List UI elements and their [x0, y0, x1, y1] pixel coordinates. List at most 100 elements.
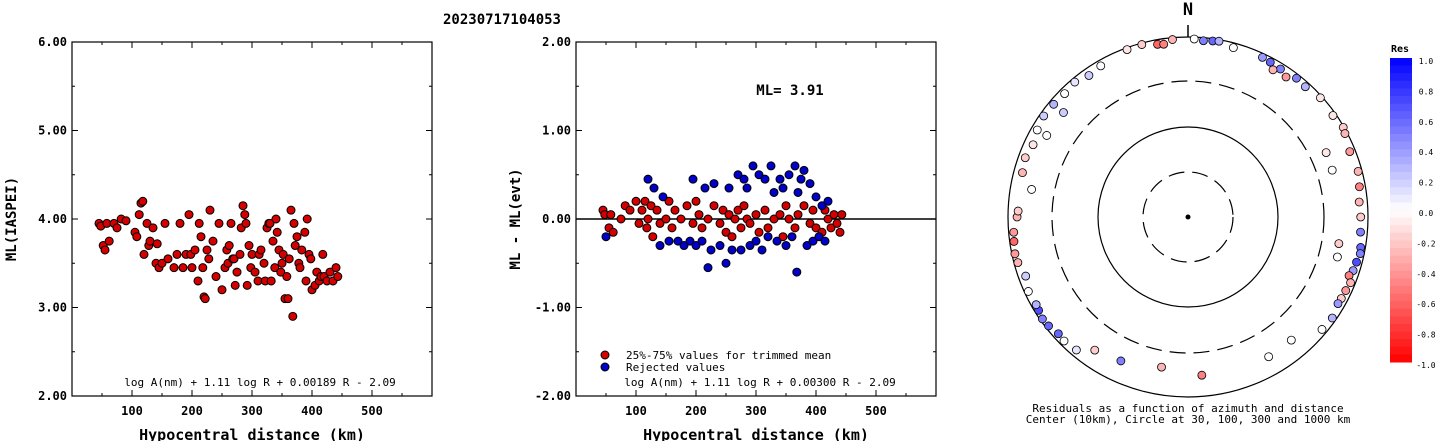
- station-marker: [1009, 227, 1019, 237]
- x-tick-label: 300: [241, 404, 263, 418]
- data-point: [284, 254, 294, 264]
- data-point: [325, 267, 335, 277]
- data-point: [272, 227, 282, 237]
- data-point: [104, 236, 114, 246]
- data-point: [724, 210, 734, 220]
- colorbar-segment: [1390, 80, 1412, 89]
- data-point: [837, 210, 847, 220]
- station-marker: [1228, 43, 1238, 53]
- colorbar-segment: [1390, 187, 1412, 196]
- data-point: [142, 218, 152, 228]
- colorbar-segment: [1390, 118, 1412, 127]
- data-point: [736, 223, 746, 233]
- station-marker: [1044, 321, 1053, 331]
- colorbar-segment: [1390, 65, 1412, 74]
- colorbar-tick-label: 1.0: [1419, 57, 1434, 66]
- colorbar-tick-label: 0.6: [1419, 118, 1434, 127]
- x-tick-label: 500: [361, 404, 383, 418]
- station-marker: [1286, 335, 1296, 345]
- data-point: [259, 258, 269, 268]
- data-point: [631, 196, 641, 206]
- data-point: [288, 311, 298, 321]
- station-marker: [1049, 99, 1059, 109]
- x-tick-label: 300: [745, 404, 767, 418]
- data-point: [817, 201, 827, 211]
- x-tick-label: 400: [805, 404, 827, 418]
- data-point: [226, 218, 236, 228]
- data-point: [664, 236, 674, 246]
- event-title: 20230717104053: [443, 12, 561, 28]
- station-marker: [1334, 239, 1344, 248]
- station-marker: [1189, 34, 1199, 44]
- data-point: [655, 218, 665, 228]
- data-point: [703, 214, 713, 224]
- colorbar-segment: [1390, 339, 1412, 348]
- station-marker: [1276, 64, 1285, 74]
- data-point: [700, 183, 710, 193]
- data-point: [799, 201, 809, 211]
- data-point: [679, 241, 689, 251]
- x-axis-label: Hypocentral distance (km): [643, 426, 869, 441]
- station-marker: [1341, 286, 1351, 295]
- data-point: [688, 174, 698, 184]
- data-point: [682, 201, 692, 211]
- x-tick-label: 200: [685, 404, 707, 418]
- data-point: [826, 223, 836, 233]
- data-point: [688, 218, 698, 228]
- data-point: [211, 272, 221, 282]
- data-point: [703, 263, 713, 273]
- data-point: [301, 276, 311, 286]
- data-point: [295, 263, 305, 273]
- data-point: [706, 245, 716, 255]
- colorbar-segment: [1390, 88, 1412, 97]
- station-marker: [1039, 111, 1049, 121]
- station-marker: [1344, 271, 1354, 281]
- colorbar-tick-label: -1.0: [1416, 361, 1435, 370]
- station-marker: [1354, 197, 1364, 207]
- residual-vs-distance-chart: 100 200 300 400 500 2.00 1.00 0.00 -1.00 -2.00 Hyp…: [508, 35, 937, 441]
- polar-caption-line2: Center (10km), Circle at 30, 100, 300 an…: [1026, 413, 1351, 426]
- station-marker: [1013, 258, 1023, 267]
- station-marker: [1315, 93, 1325, 103]
- colorbar-segment: [1390, 248, 1412, 257]
- y-axis-label: ML - ML(evt): [508, 168, 524, 269]
- y-tick-label: 2.00: [38, 389, 67, 403]
- station-marker: [1352, 257, 1361, 267]
- station-marker: [1327, 313, 1337, 323]
- data-point: [640, 196, 650, 206]
- station-marker: [1116, 356, 1126, 366]
- azimuth-residual-polar-chart: N Residuals as a function of azimuth and …: [1007, 0, 1369, 426]
- data-point: [658, 192, 668, 202]
- data-point: [235, 249, 245, 259]
- colorbar-segment: [1390, 156, 1412, 165]
- data-point: [709, 179, 719, 189]
- data-point: [778, 183, 788, 193]
- data-point: [318, 249, 328, 259]
- station-marker: [1042, 131, 1052, 140]
- station-marker: [1345, 147, 1355, 157]
- x-axis-label: Hypocentral distance (km): [139, 426, 365, 441]
- station-marker: [1356, 227, 1365, 237]
- data-point: [625, 205, 635, 215]
- data-point: [769, 187, 779, 197]
- data-point: [709, 201, 719, 211]
- data-point: [230, 280, 240, 290]
- residual-colorbar: Res 1.0 0.8 0.6 0.4 0.2 0.0 -0.2 -0.4 -0.6 -0.8 -1.…: [1390, 44, 1436, 370]
- data-point: [835, 227, 845, 237]
- colorbar-title: Res: [1391, 44, 1409, 55]
- data-point: [781, 241, 791, 251]
- station-marker: [1018, 168, 1027, 178]
- station-marker: [1070, 77, 1080, 87]
- ring-30km: [1142, 171, 1234, 263]
- data-point: [276, 267, 286, 277]
- data-point: [643, 214, 653, 224]
- station-marker: [1353, 167, 1363, 176]
- data-point: [796, 174, 806, 184]
- ml-vs-distance-chart: 100 200 300 400 500 6.00 5.00 4.00 3.00 2.00 Hypoc…: [4, 35, 433, 441]
- data-point: [721, 258, 731, 268]
- data-point: [664, 196, 674, 206]
- station-marker: [1059, 108, 1068, 117]
- colorbar-segment: [1390, 210, 1412, 219]
- station-marker: [1028, 140, 1038, 150]
- data-point: [661, 214, 671, 224]
